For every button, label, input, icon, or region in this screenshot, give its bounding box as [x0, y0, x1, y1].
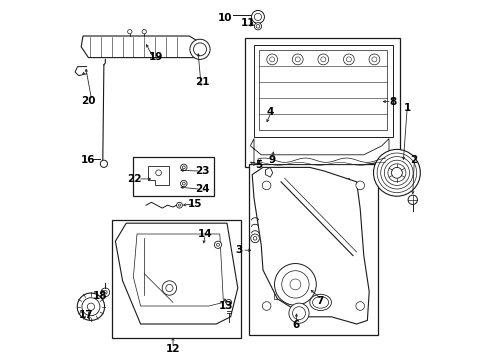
Text: 22: 22	[127, 174, 142, 184]
Text: 5: 5	[255, 160, 262, 170]
Circle shape	[127, 30, 132, 34]
Circle shape	[270, 57, 275, 62]
Circle shape	[388, 164, 406, 182]
Text: 6: 6	[293, 320, 300, 330]
Circle shape	[392, 167, 402, 178]
Circle shape	[262, 302, 271, 310]
Circle shape	[253, 237, 257, 240]
Circle shape	[289, 303, 309, 323]
Text: 3: 3	[235, 245, 243, 255]
Circle shape	[226, 300, 232, 305]
Circle shape	[372, 57, 377, 62]
Circle shape	[103, 291, 107, 294]
Circle shape	[254, 13, 262, 21]
Circle shape	[384, 160, 410, 185]
Circle shape	[82, 298, 100, 316]
Text: 20: 20	[81, 96, 96, 106]
Text: 7: 7	[316, 296, 323, 306]
Circle shape	[318, 54, 329, 65]
Circle shape	[142, 30, 147, 34]
Text: 10: 10	[218, 13, 232, 23]
Polygon shape	[148, 166, 170, 185]
Circle shape	[293, 54, 303, 65]
Circle shape	[356, 302, 365, 310]
Circle shape	[217, 243, 220, 246]
Ellipse shape	[310, 294, 331, 310]
Circle shape	[156, 170, 162, 176]
Circle shape	[295, 57, 300, 62]
Circle shape	[182, 166, 185, 169]
Text: 8: 8	[389, 96, 396, 107]
Circle shape	[343, 54, 354, 65]
Text: 1: 1	[403, 103, 411, 113]
Circle shape	[190, 39, 210, 59]
Circle shape	[180, 180, 187, 187]
Circle shape	[293, 307, 305, 320]
Circle shape	[274, 264, 316, 305]
Bar	[254, 45, 392, 137]
Circle shape	[101, 288, 110, 297]
Circle shape	[290, 279, 301, 290]
Circle shape	[215, 241, 221, 248]
Circle shape	[77, 293, 104, 320]
Text: 18: 18	[93, 291, 107, 301]
Circle shape	[346, 57, 351, 62]
Bar	[248, 164, 378, 335]
Polygon shape	[252, 167, 369, 324]
Circle shape	[373, 149, 420, 196]
Polygon shape	[250, 139, 389, 166]
Ellipse shape	[313, 297, 329, 308]
Circle shape	[166, 284, 173, 292]
Text: 12: 12	[166, 344, 180, 354]
Text: 24: 24	[195, 184, 210, 194]
Text: 14: 14	[197, 229, 212, 239]
Text: 19: 19	[148, 51, 163, 62]
Circle shape	[251, 234, 259, 243]
Text: 21: 21	[196, 77, 210, 87]
Text: 15: 15	[188, 199, 202, 209]
Circle shape	[100, 160, 107, 167]
Text: 17: 17	[79, 310, 94, 320]
Bar	[245, 38, 400, 167]
Circle shape	[256, 24, 260, 28]
Circle shape	[267, 54, 277, 65]
Circle shape	[182, 182, 185, 185]
Circle shape	[356, 181, 365, 190]
Bar	[112, 220, 242, 338]
Circle shape	[178, 204, 180, 206]
Text: 4: 4	[267, 107, 274, 117]
Bar	[133, 157, 215, 196]
Bar	[259, 50, 387, 130]
Circle shape	[408, 195, 417, 204]
Circle shape	[194, 43, 206, 56]
Circle shape	[262, 181, 271, 190]
Text: 11: 11	[241, 18, 255, 28]
Circle shape	[381, 157, 413, 189]
Circle shape	[369, 54, 380, 65]
Circle shape	[176, 202, 182, 208]
Circle shape	[321, 57, 326, 62]
Circle shape	[251, 10, 265, 23]
Circle shape	[377, 153, 416, 193]
Text: 16: 16	[81, 155, 96, 165]
Text: 13: 13	[219, 301, 234, 311]
Text: 9: 9	[269, 155, 275, 165]
Polygon shape	[116, 223, 238, 324]
Circle shape	[162, 281, 176, 295]
Text: 2: 2	[411, 155, 418, 165]
Polygon shape	[133, 234, 223, 306]
Polygon shape	[81, 36, 207, 58]
Circle shape	[282, 271, 309, 298]
Circle shape	[87, 303, 95, 310]
Polygon shape	[266, 167, 273, 177]
Circle shape	[180, 164, 187, 171]
Bar	[274, 178, 349, 299]
Text: 23: 23	[196, 166, 210, 176]
Circle shape	[254, 23, 262, 30]
